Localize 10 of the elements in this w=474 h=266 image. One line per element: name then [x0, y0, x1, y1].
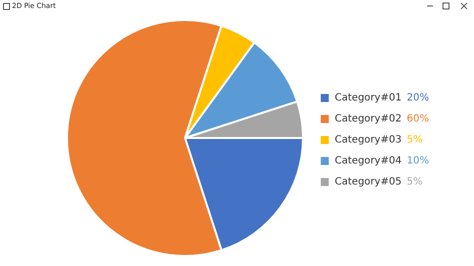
legend-label: Category#01: [334, 92, 402, 104]
legend-label: Category#05: [334, 176, 402, 188]
legend-label: Category#02: [334, 114, 402, 124]
data-label: 60%: [406, 114, 430, 124]
data-label: 5%: [406, 176, 423, 188]
legend-label: Category#04: [334, 156, 402, 166]
data-label: 20%: [406, 92, 430, 104]
data-label: 5%: [406, 134, 423, 146]
legend-label: Category#03: [334, 134, 402, 146]
data-label: 10%: [406, 156, 430, 166]
